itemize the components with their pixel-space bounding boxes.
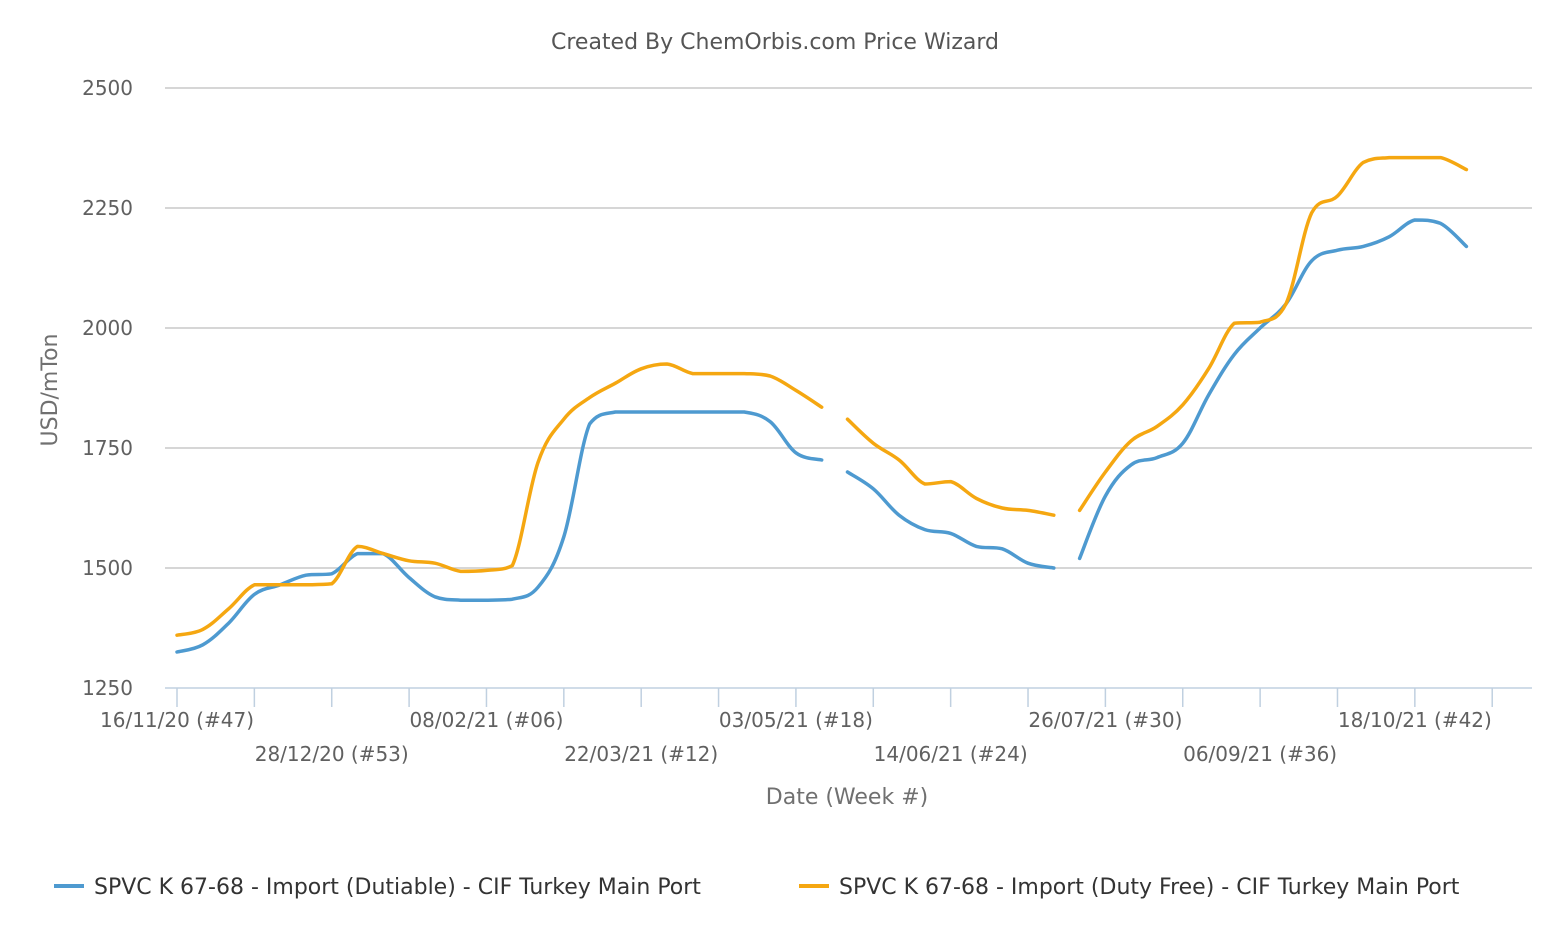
y-tick-label: 1500 — [82, 556, 133, 580]
chart-title: Created By ChemOrbis.com Price Wizard — [551, 30, 999, 55]
y-tick-label: 2500 — [82, 76, 133, 100]
y-tick-label: 2250 — [82, 196, 133, 220]
x-tick-label: 18/10/21 (#42) — [1338, 708, 1492, 732]
x-axis-ticks: 16/11/20 (#47)28/12/20 (#53)08/02/21 (#0… — [100, 688, 1493, 766]
y-tick-label: 2000 — [82, 316, 133, 340]
series-2 — [175, 155, 1469, 637]
legend: SPVC K 67-68 - Import (Dutiable) - CIF T… — [54, 875, 1460, 900]
series-2-line-segment — [845, 417, 1056, 517]
y-axis-tick-labels: 1250 1500 1750 2000 2250 2500 — [82, 76, 133, 700]
x-tick-label: 08/02/21 (#06) — [409, 708, 563, 732]
x-tick-label: 03/05/21 (#18) — [719, 708, 873, 732]
y-tick-label: 1250 — [82, 676, 133, 700]
series-2-line-segment — [175, 362, 824, 637]
gridlines — [165, 87, 1532, 569]
x-tick-label: 16/11/20 (#47) — [100, 708, 254, 732]
legend-item-1[interactable]: SPVC K 67-68 - Import (Dutiable) - CIF T… — [54, 875, 701, 900]
y-tick-label: 1750 — [82, 436, 133, 460]
series-1-line-segment — [1077, 218, 1469, 561]
series-1 — [175, 218, 1469, 654]
x-tick-label: 28/12/20 (#53) — [255, 742, 409, 766]
x-tick-label: 06/09/21 (#36) — [1183, 742, 1337, 766]
series-2-line-segment — [1077, 155, 1469, 513]
y-axis-title: USD/mTon — [38, 334, 63, 447]
x-axis-title: Date (Week #) — [766, 785, 928, 810]
legend-item-2[interactable]: SPVC K 67-68 - Import (Duty Free) - CIF … — [799, 875, 1460, 900]
x-tick-label: 14/06/21 (#24) — [874, 742, 1028, 766]
legend-label: SPVC K 67-68 - Import (Duty Free) - CIF … — [839, 875, 1460, 900]
series-1-line-segment — [845, 470, 1056, 570]
x-tick-label: 22/03/21 (#12) — [564, 742, 718, 766]
x-tick-label: 26/07/21 (#30) — [1028, 708, 1182, 732]
legend-label: SPVC K 67-68 - Import (Dutiable) - CIF T… — [94, 875, 701, 900]
series-lines — [175, 155, 1469, 654]
